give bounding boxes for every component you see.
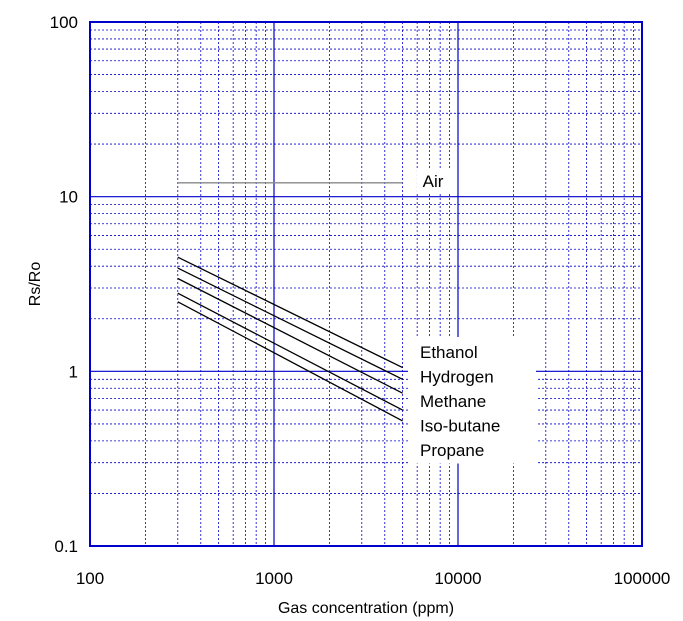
gas-labels-background: [408, 337, 536, 464]
y-tick-label: 100: [50, 13, 78, 32]
series-line: [177, 267, 403, 380]
series-label: Ethanol: [420, 343, 478, 362]
x-tick-label: 100000: [614, 569, 671, 588]
y-tick-label: 1: [69, 362, 78, 381]
x-tick-label: 100: [76, 569, 104, 588]
y-tick-label: 10: [59, 188, 78, 207]
series-line: [177, 301, 403, 422]
series-line: [177, 277, 403, 394]
series-label: Hydrogen: [420, 368, 494, 387]
series-label: Air: [423, 172, 444, 191]
labels-layer: 100 1000 10000 100000 0.1 1 10 100 Air Ethanol Hyd…: [50, 13, 671, 588]
series-layer: [177, 182, 403, 422]
series-line: [177, 292, 403, 411]
plot-frame: [89, 21, 643, 547]
series-label: Methane: [420, 392, 486, 411]
air-label-background: [416, 168, 457, 193]
series-line: [177, 256, 403, 369]
series-label: Iso-butane: [420, 417, 500, 436]
y-axis-label: Rs/Ro: [27, 262, 44, 307]
x-axis-label: Gas concentration (ppm): [278, 600, 454, 617]
y-tick-label: 0.1: [54, 537, 78, 556]
x-tick-label: 10000: [434, 569, 481, 588]
x-tick-label: 1000: [255, 569, 293, 588]
series-label: Propane: [420, 441, 484, 460]
